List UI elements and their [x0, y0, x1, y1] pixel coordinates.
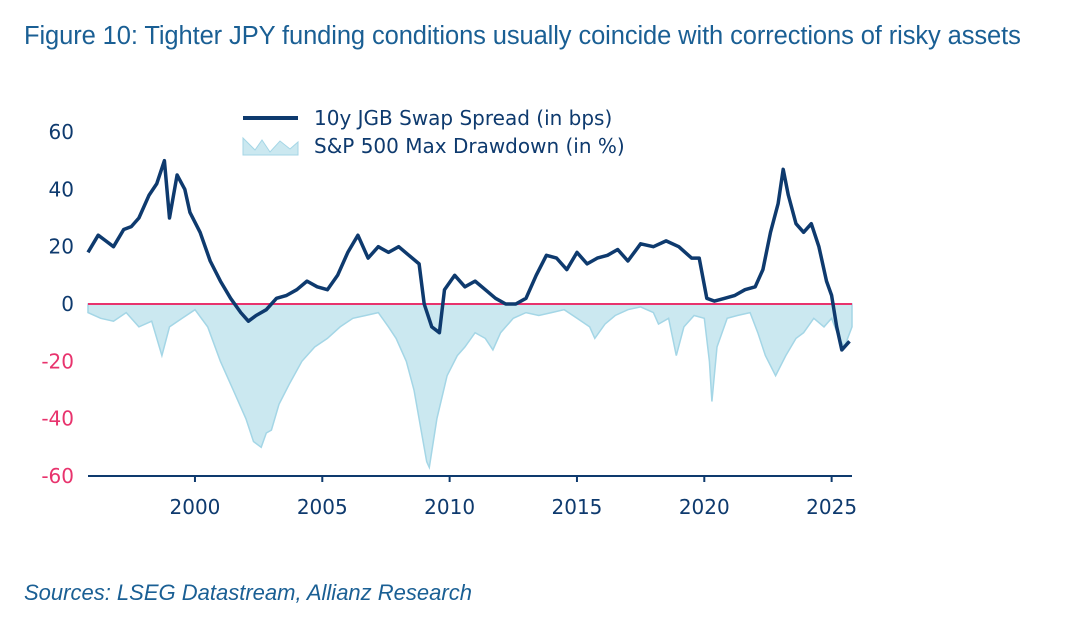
- plot-area: [86, 158, 853, 470]
- x-tick-label: 2010: [424, 495, 475, 519]
- series-spread-line: [86, 158, 851, 352]
- legend-label-spread: 10y JGB Swap Spread (in bps): [314, 106, 612, 130]
- y-tick-label: -60: [41, 464, 74, 488]
- x-tick-label: 2020: [679, 495, 730, 519]
- legend-swatch-drawdown: [242, 136, 299, 156]
- legend: 10y JGB Swap Spread (in bps) S&P 500 Max…: [242, 106, 625, 158]
- y-tick-label: -40: [41, 407, 74, 431]
- axes: 2000 2005 2010 2015 2020 2025 60 40 20 0 -20 -40 -60: [41, 120, 857, 519]
- x-tick-label: 2000: [170, 495, 221, 519]
- x-tick-label: 2005: [297, 495, 348, 519]
- y-tick-label: 40: [49, 177, 74, 201]
- figure-title: Figure 10: Tighter JPY funding condition…: [24, 22, 1021, 50]
- x-tick-label: 2025: [806, 495, 857, 519]
- legend-label-drawdown: S&P 500 Max Drawdown (in %): [314, 134, 625, 158]
- series-drawdown-area: [87, 303, 853, 470]
- y-tick-label: 60: [49, 120, 74, 144]
- y-tick-label: 0: [61, 292, 74, 316]
- y-tick-label: 20: [49, 235, 74, 259]
- x-tick-label: 2015: [552, 495, 603, 519]
- source-note: Sources: LSEG Datastream, Allianz Resear…: [24, 580, 472, 605]
- y-tick-label: -20: [41, 349, 74, 373]
